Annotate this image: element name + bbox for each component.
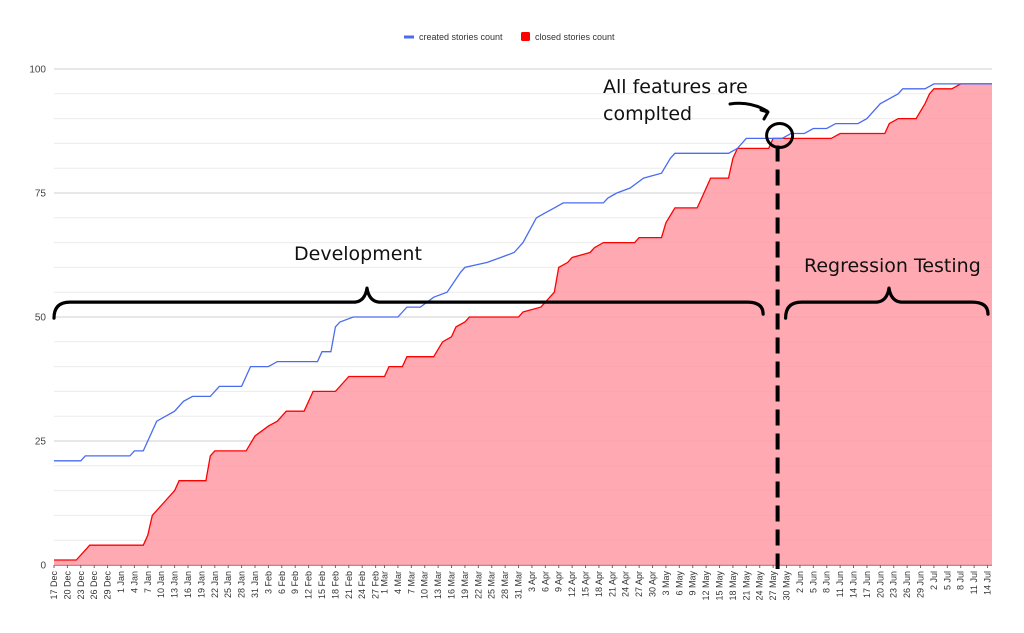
x-tick-label: 6 Feb — [277, 571, 287, 594]
x-tick-label: 23 Jun — [889, 571, 899, 598]
y-tick-label: 75 — [35, 189, 47, 200]
x-tick-label: 5 Jul — [942, 571, 952, 590]
x-axis-ticks: 17 Dec 20 Dec 23 Dec 26 Dec 29 Dec 1 Jan 4 Jan… — [49, 565, 993, 600]
x-tick-label: 27 May — [768, 570, 778, 600]
x-tick-label: 4 Jan — [129, 571, 139, 593]
x-tick-label: 3 May — [661, 570, 671, 595]
x-tick-label: 13 Jan — [170, 571, 180, 598]
x-tick-label: 20 Dec — [62, 571, 72, 600]
closed-stories-line — [54, 83, 992, 561]
legend-swatch-closed — [521, 32, 530, 41]
x-tick-label: 27 Feb — [371, 571, 381, 599]
x-tick-label: 12 Feb — [304, 571, 314, 599]
x-tick-label: 31 Jan — [250, 571, 260, 598]
closed-stories-area — [54, 83, 992, 566]
series-lines — [54, 83, 992, 561]
x-tick-label: 28 Mar — [500, 571, 510, 599]
x-tick-label: 31 Mar — [514, 571, 524, 599]
annotation-features-line: All features are — [603, 76, 748, 98]
x-tick-label: 4 Mar — [393, 571, 403, 594]
x-tick-label: 2 Jul — [929, 571, 939, 590]
annotations: All features are complted Development Regre… — [52, 76, 990, 569]
x-tick-label: 8 Jun — [822, 571, 832, 593]
x-tick-label: 8 Jul — [956, 571, 966, 590]
x-tick-label: 19 Mar — [460, 571, 470, 599]
annotation-features-line: complted — [603, 103, 692, 125]
x-tick-label: 21 May — [741, 570, 751, 600]
x-tick-label: 24 Apr — [621, 571, 631, 597]
x-tick-label: 22 Mar — [473, 571, 483, 599]
annotation-arrowhead — [759, 108, 770, 121]
created-stories-line — [54, 83, 992, 462]
x-tick-label: 11 Jul — [969, 571, 979, 594]
x-tick-label: 11 Jun — [835, 571, 845, 597]
x-tick-label: 15 Apr — [581, 571, 591, 597]
x-tick-label: 29 Jun — [916, 571, 926, 598]
x-tick-label: 7 Mar — [406, 571, 416, 594]
x-tick-label: 30 May — [782, 570, 792, 600]
x-tick-label: 6 May — [674, 570, 684, 595]
x-tick-label: 5 Jun — [808, 571, 818, 593]
x-tick-label: 9 Apr — [554, 571, 564, 592]
x-tick-label: 17 Dec — [49, 571, 59, 600]
x-tick-label: 15 May — [715, 570, 725, 600]
x-tick-label: 18 Feb — [330, 571, 340, 599]
x-tick-label: 22 Jan — [210, 571, 220, 598]
x-tick-label: 16 Mar — [447, 571, 457, 599]
x-tick-label: 18 May — [728, 570, 738, 600]
x-tick-label: 10 Mar — [420, 571, 430, 599]
x-tick-label: 21 Apr — [607, 571, 617, 597]
x-tick-label: 26 Dec — [89, 571, 99, 600]
y-axis-ticks: 0 25 50 75 100 — [29, 65, 46, 572]
x-tick-label: 14 Jun — [849, 571, 859, 598]
x-tick-label: 16 Jan — [183, 571, 193, 598]
x-tick-label: 2 Jun — [795, 571, 805, 593]
x-tick-label: 12 May — [701, 570, 711, 600]
x-tick-label: 12 Apr — [567, 571, 577, 597]
development-brace — [52, 286, 765, 320]
x-tick-label: 27 Apr — [634, 571, 644, 597]
x-tick-label: 20 Jun — [875, 571, 885, 598]
x-tick-label: 29 Dec — [103, 571, 113, 600]
x-tick-label: 23 Dec — [76, 571, 86, 600]
x-tick-label: 3 Feb — [263, 571, 273, 594]
x-tick-label: 19 Jan — [196, 571, 206, 598]
x-tick-label: 17 Jun — [862, 571, 872, 598]
x-tick-label: 6 Apr — [540, 571, 550, 592]
x-tick-label: 13 Mar — [433, 571, 443, 599]
x-tick-label: 9 Feb — [290, 571, 300, 594]
x-tick-label: 24 May — [755, 570, 765, 600]
x-tick-label: 28 Jan — [237, 571, 247, 598]
x-tick-label: 14 Jul — [983, 571, 993, 595]
x-tick-label: 25 Jan — [223, 571, 233, 598]
x-tick-label: 9 May — [688, 570, 698, 595]
x-tick-label: 18 Apr — [594, 571, 604, 597]
x-tick-label: 1 Jan — [116, 571, 126, 593]
x-tick-label: 25 Mar — [487, 571, 497, 599]
x-tick-label: 24 Feb — [357, 571, 367, 599]
x-tick-label: 15 Feb — [317, 571, 327, 599]
closed-area — [54, 83, 992, 566]
x-tick-label: 26 Jun — [902, 571, 912, 598]
x-tick-label: 1 Mar — [380, 571, 390, 594]
x-tick-label: 10 Jan — [156, 571, 166, 598]
y-tick-label: 50 — [35, 313, 47, 324]
x-tick-label: 30 Apr — [648, 571, 658, 597]
x-tick-label: 7 Jan — [143, 571, 153, 593]
regression-label: Regression Testing — [804, 255, 981, 277]
y-tick-label: 100 — [29, 65, 46, 76]
y-tick-label: 0 — [40, 561, 46, 572]
x-tick-label: 21 Feb — [344, 571, 354, 599]
legend[interactable]: created stories count closed stories coun… — [404, 32, 615, 42]
legend-label[interactable]: created stories count — [419, 32, 503, 42]
x-tick-label: 3 Apr — [527, 571, 537, 592]
development-label: Development — [294, 243, 422, 265]
regression-brace — [784, 286, 990, 320]
y-tick-label: 25 — [35, 437, 47, 448]
legend-label[interactable]: closed stories count — [535, 32, 615, 42]
